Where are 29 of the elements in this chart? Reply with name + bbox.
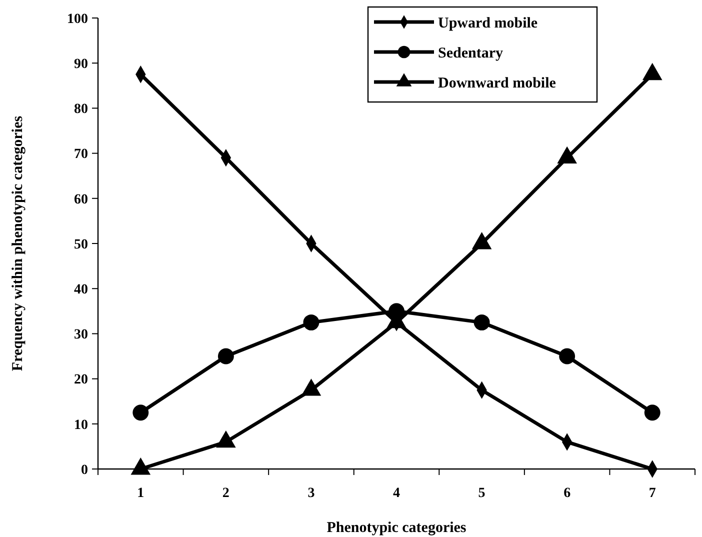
x-tick-label: 2 bbox=[222, 486, 230, 501]
legend-label: Sedentary bbox=[438, 45, 504, 62]
x-tick-label: 3 bbox=[308, 486, 315, 501]
y-tick-label: 70 bbox=[74, 147, 88, 162]
legend-label: Downward mobile bbox=[438, 75, 556, 92]
x-tick-label: 7 bbox=[648, 486, 656, 501]
y-tick-label: 60 bbox=[74, 192, 88, 208]
y-tick-label: 10 bbox=[74, 418, 88, 433]
x-tick-label: 4 bbox=[393, 486, 400, 501]
legend-label: Upward mobile bbox=[438, 15, 538, 32]
y-axis-title: Frequency within phenotypic categories bbox=[10, 116, 26, 372]
x-tick-label: 6 bbox=[564, 486, 571, 501]
x-tick-label: 1 bbox=[137, 486, 144, 501]
y-tick-label: 50 bbox=[74, 237, 88, 252]
y-tick-label: 20 bbox=[74, 372, 88, 388]
point bbox=[559, 348, 576, 364]
y-tick-label: 0 bbox=[81, 462, 88, 478]
y-tick-label: 100 bbox=[67, 12, 88, 27]
point bbox=[474, 314, 490, 330]
point bbox=[218, 348, 234, 364]
y-tick-label: 80 bbox=[74, 102, 88, 118]
x-tick-label: 5 bbox=[478, 486, 486, 501]
y-tick-label: 90 bbox=[74, 57, 88, 72]
point bbox=[644, 404, 660, 421]
y-tick-label: 30 bbox=[74, 328, 88, 343]
point bbox=[303, 314, 320, 330]
point bbox=[132, 404, 149, 421]
y-tick-label: 40 bbox=[74, 282, 88, 298]
x-axis-title: Phenotypic categories bbox=[326, 520, 466, 536]
